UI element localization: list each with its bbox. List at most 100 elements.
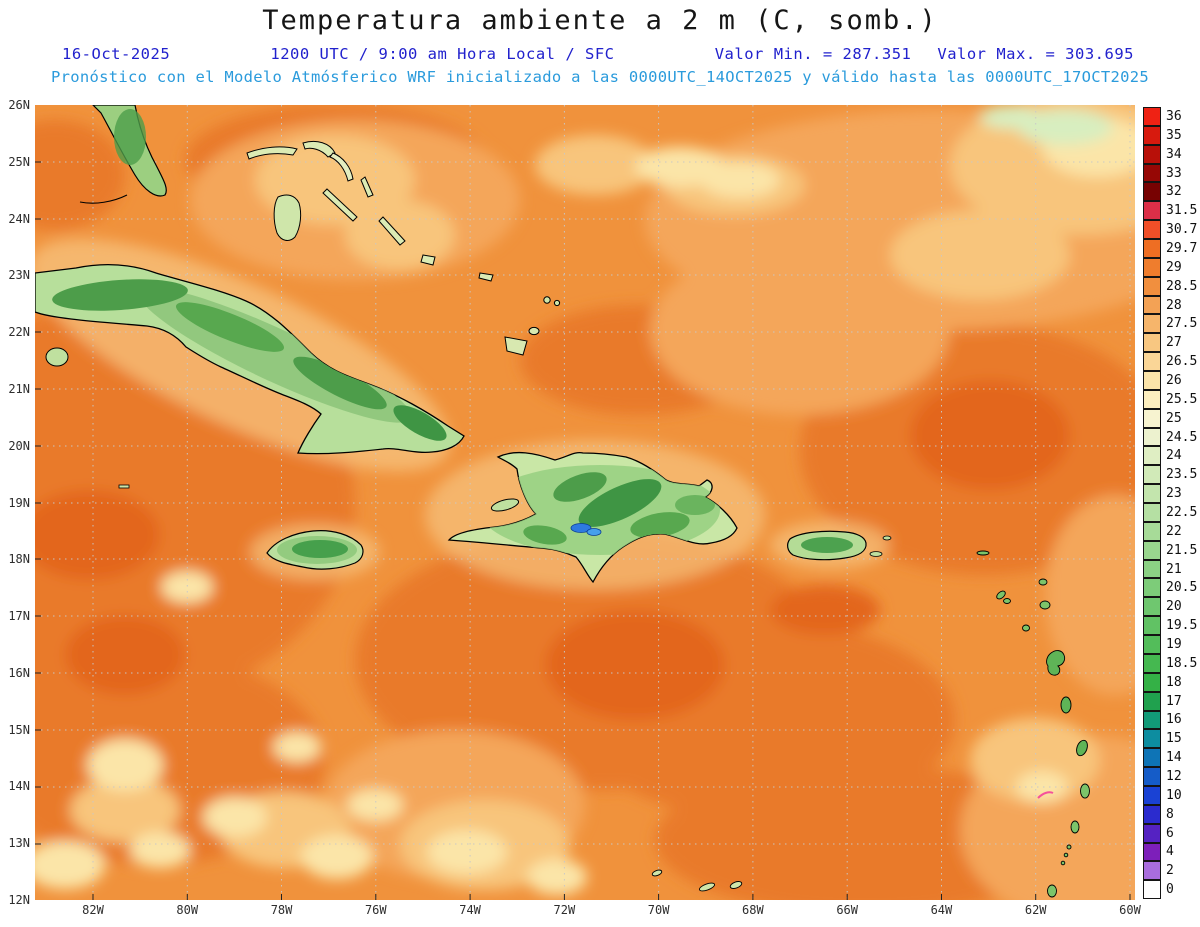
colorbar-level-23.5: 23.5 — [1143, 465, 1200, 485]
colorbar-level-21: 21 — [1143, 559, 1200, 579]
colorbar-label: 10 — [1166, 787, 1182, 803]
colorbar-swatch — [1143, 201, 1161, 221]
dominica-island — [1060, 696, 1072, 714]
colorbar-label: 8 — [1166, 806, 1174, 822]
gonave-island — [490, 498, 520, 512]
colorbar-label: 18 — [1166, 674, 1182, 690]
colorbar-swatch — [1143, 295, 1161, 315]
colorbar-level-22: 22 — [1143, 521, 1200, 541]
colorbar-level-0: 0 — [1143, 880, 1200, 900]
guadeloupe-island — [1046, 650, 1066, 676]
colorbar-level-15: 15 — [1143, 729, 1200, 749]
colorbar-level-22.5: 22.5 — [1143, 503, 1200, 522]
colorbar-label: 12 — [1166, 769, 1182, 784]
colorbar-level-25.5: 25.5 — [1143, 389, 1200, 409]
colorbar-level-26.5: 26.5 — [1143, 352, 1200, 372]
colorbar-level-19: 19 — [1143, 635, 1200, 654]
colorbar-level-12: 12 — [1143, 767, 1200, 786]
temperature-field — [35, 105, 1135, 900]
minmax-labels: Valor Min. = 287.351 Valor Max. = 303.69… — [715, 45, 1134, 63]
colorbar-label: 19 — [1166, 636, 1182, 652]
latitude-axis: 26N 25N 24N 23N 22N 21N 20N 19N 18N 17N 16N 15N 14N 1… — [0, 98, 33, 907]
colorbar-label: 31.5 — [1166, 203, 1198, 219]
colorbar-swatch — [1143, 333, 1161, 353]
colorbar-level-23: 23 — [1143, 484, 1200, 504]
colorbar-swatch — [1143, 389, 1161, 409]
colorbar-label: 16 — [1166, 712, 1182, 728]
colorbar-level-36: 36 — [1143, 107, 1200, 126]
colorbar-level-29: 29 — [1143, 257, 1200, 277]
colorbar-label: 36 — [1166, 108, 1182, 124]
abc-islands — [651, 869, 743, 892]
colorbar-swatch — [1143, 408, 1161, 428]
colorbar-swatch — [1143, 578, 1161, 598]
colorbar-level-25: 25 — [1143, 408, 1200, 428]
colorbar-label: 34 — [1166, 146, 1182, 162]
colorbar-swatch — [1143, 559, 1161, 579]
caribbean-temperature-map: Sisπ – ONAMET/REP.DOM. — [35, 105, 1135, 900]
colorbar-label: 2 — [1166, 863, 1174, 879]
colorbar-label: 21 — [1166, 561, 1182, 577]
colorbar-swatch — [1143, 220, 1161, 240]
colorbar-label: 18.5 — [1166, 655, 1198, 671]
lat-tick-23N: 23N — [8, 268, 30, 283]
lon-tick-74W: 74W — [459, 903, 481, 917]
colorbar-label: 25.5 — [1166, 391, 1198, 407]
lat-tick-19N: 19N — [8, 495, 30, 510]
colorbar-swatch — [1143, 785, 1161, 805]
colorbar-label: 28 — [1166, 297, 1182, 313]
colorbar-swatch — [1143, 748, 1161, 768]
lat-tick-14N: 14N — [8, 779, 30, 794]
lon-tick-78W: 78W — [270, 903, 293, 917]
lon-tick-68W: 68W — [742, 903, 764, 917]
colorbar-label: 32 — [1166, 184, 1182, 200]
colorbar-level-18: 18 — [1143, 672, 1200, 692]
isla-juventud — [45, 347, 69, 367]
lake-azuei — [570, 523, 592, 533]
colorbar-level-8: 8 — [1143, 804, 1200, 824]
colorbar-level-17: 17 — [1143, 691, 1200, 711]
puerto-rico-island — [787, 530, 892, 561]
colorbar-swatch — [1143, 144, 1161, 164]
colorbar-label: 35 — [1166, 127, 1182, 143]
longitude-axis: 82W 80W 78W 76W 74W 72W 70W 68W 66W 64W 62W 60W — [35, 903, 1141, 921]
lat-tick-24N: 24N — [8, 211, 30, 226]
jamaica-island — [266, 530, 364, 570]
colorbar-level-4: 4 — [1143, 842, 1200, 862]
colorbar-level-20.5: 20.5 — [1143, 578, 1200, 598]
bahamas-islands — [246, 140, 561, 356]
colorbar-label: 17 — [1166, 693, 1182, 709]
colorbar-swatch — [1143, 635, 1161, 654]
colorbar-label: 0 — [1166, 882, 1174, 898]
st-vincent-island — [1070, 820, 1080, 834]
colorbar-label: 24 — [1166, 448, 1182, 464]
colorbar-level-28: 28 — [1143, 295, 1200, 315]
grenada-island — [1047, 884, 1057, 898]
colorbar-label: 28.5 — [1166, 278, 1198, 294]
lat-tick-26N: 26N — [8, 98, 30, 112]
colorbar-label: 29 — [1166, 259, 1182, 275]
colorbar-swatch — [1143, 503, 1161, 522]
colorbar-swatch — [1143, 729, 1161, 749]
martinique-island — [1076, 739, 1088, 757]
colorbar-label: 29.7 — [1166, 240, 1198, 256]
colorbar-label: 24.5 — [1166, 429, 1198, 445]
colorbar-level-14: 14 — [1143, 748, 1200, 768]
colorbar-level-26: 26 — [1143, 371, 1200, 390]
colorbar-level-35: 35 — [1143, 125, 1200, 145]
colorbar-swatch — [1143, 691, 1161, 711]
colorbar-swatch — [1143, 314, 1161, 334]
colorbar-swatch — [1143, 257, 1161, 277]
lat-tick-25N: 25N — [8, 154, 30, 169]
colorbar-label: 22 — [1166, 523, 1182, 539]
lon-tick-72W: 72W — [553, 903, 576, 917]
colorbar-level-31.5: 31.5 — [1143, 201, 1200, 221]
colorbar-swatch — [1143, 672, 1161, 692]
colorbar-level-2: 2 — [1143, 861, 1200, 881]
colorbar-swatch — [1143, 446, 1161, 466]
colorbar-label: 6 — [1166, 825, 1174, 841]
colorbar-level-21.5: 21.5 — [1143, 540, 1200, 560]
colorbar-label: 23.5 — [1166, 467, 1198, 483]
lon-tick-62W: 62W — [1024, 903, 1047, 917]
